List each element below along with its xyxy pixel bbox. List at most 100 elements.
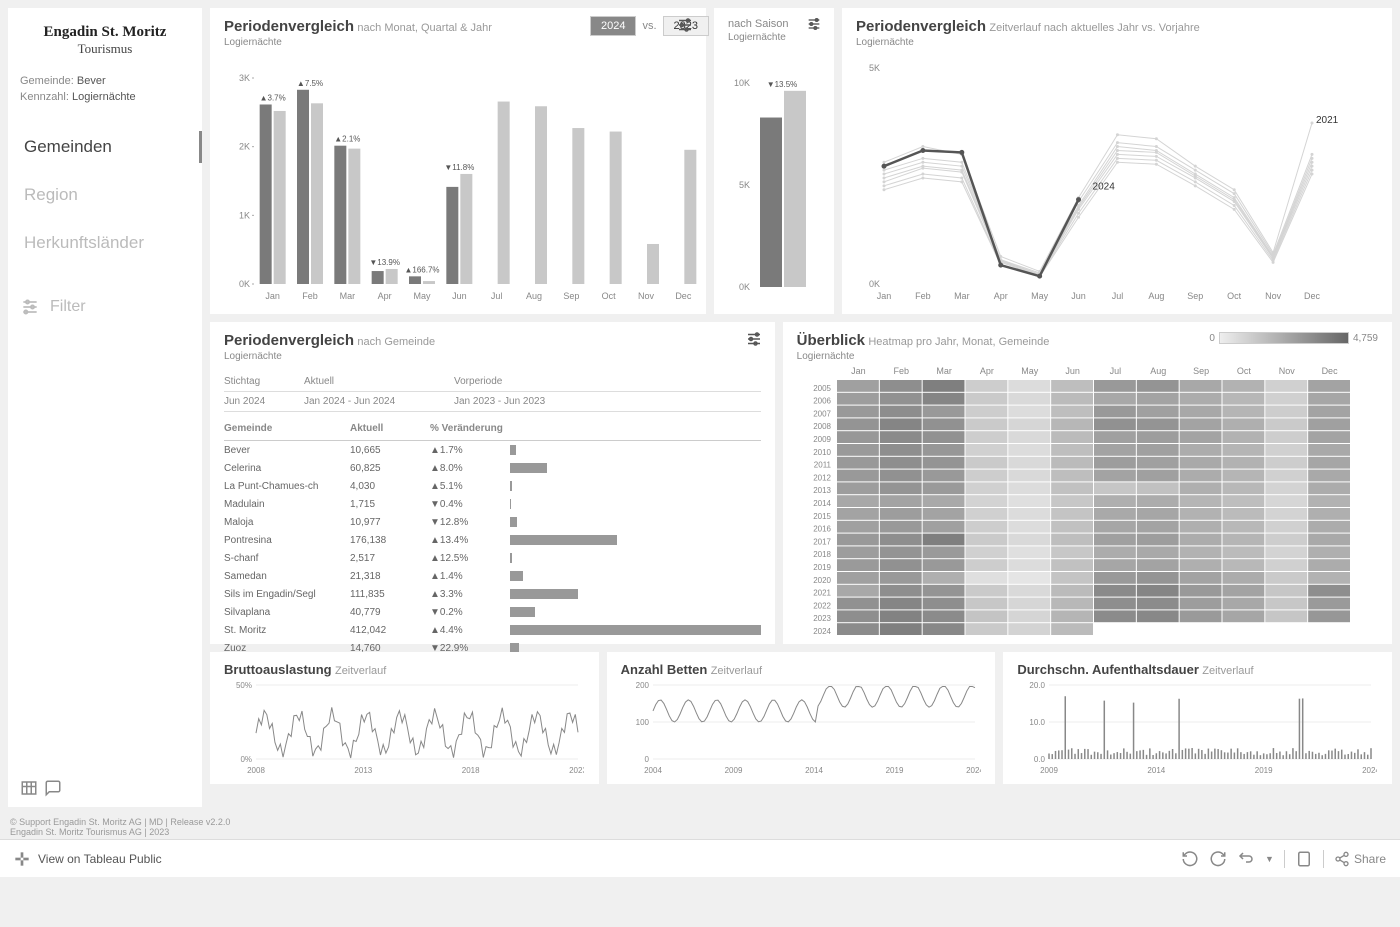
- svg-text:2010: 2010: [813, 448, 831, 457]
- table-row[interactable]: Samedan21,318▲1.4%: [224, 567, 761, 585]
- barchart-subtitle: nach Monat, Quartal & Jahr: [357, 22, 492, 34]
- dropdown-icon[interactable]: ▼: [1265, 854, 1274, 864]
- barchart[interactable]: 0K1K2K3KJan▲3.7%Feb▲7.5%Mar▲2.1%Apr▼13.9…: [224, 48, 702, 304]
- barchart-metric: Logiernächte: [224, 37, 692, 48]
- heatmap[interactable]: JanFebMarAprMayJunJulAugSepOctNovDec2005…: [797, 362, 1357, 640]
- svg-text:May: May: [1021, 366, 1039, 376]
- svg-text:Feb: Feb: [893, 366, 909, 376]
- saison-chart[interactable]: 0K5K10K▼13.5%: [728, 43, 828, 299]
- svg-text:2009: 2009: [813, 435, 831, 444]
- heatmap-legend: 0 4,759: [1209, 332, 1378, 344]
- table-row[interactable]: Pontresina176,138▲13.4%: [224, 531, 761, 549]
- table-row[interactable]: St. Moritz412,042▲4.4%: [224, 621, 761, 639]
- device-icon[interactable]: [1295, 850, 1313, 868]
- svg-text:▲2.1%: ▲2.1%: [334, 135, 360, 144]
- table-row[interactable]: Madulain1,715▼0.4%: [224, 495, 761, 513]
- svg-text:Feb: Feb: [302, 291, 318, 301]
- svg-text:Mar: Mar: [340, 291, 356, 301]
- svg-text:2024: 2024: [813, 627, 831, 636]
- filter-icon: [20, 297, 40, 317]
- svg-text:Apr: Apr: [980, 366, 994, 376]
- year-2024-button[interactable]: 2024: [590, 16, 636, 36]
- svg-text:0%: 0%: [240, 755, 252, 764]
- meta-gemeinde: Gemeinde: Bever: [20, 75, 190, 87]
- nav-gemeinden[interactable]: Gemeinden: [20, 123, 190, 171]
- svg-text:▼13.9%: ▼13.9%: [369, 258, 400, 267]
- comment-icon[interactable]: [44, 779, 62, 797]
- svg-text:May: May: [413, 291, 431, 301]
- svg-text:Dec: Dec: [675, 291, 692, 301]
- heatmap-metric: Logiernächte: [797, 351, 1378, 362]
- svg-text:3K: 3K: [239, 73, 250, 83]
- filter-button[interactable]: Filter: [20, 297, 190, 317]
- svg-text:Dec: Dec: [1321, 366, 1338, 376]
- settings-icon[interactable]: [745, 330, 763, 351]
- svg-text:2019: 2019: [1255, 766, 1273, 775]
- svg-text:2013: 2013: [813, 486, 831, 495]
- svg-text:Jun: Jun: [452, 291, 467, 301]
- lines-metric: Logiernächte: [856, 37, 1378, 48]
- table-row[interactable]: Maloja10,977▼12.8%: [224, 513, 761, 531]
- lines-chart[interactable]: 0K5KJanFebMarAprMayJunJulAugSepOctNovDec…: [856, 48, 1346, 304]
- svg-text:Jan: Jan: [265, 291, 280, 301]
- panel-betten: Anzahl Betten Zeitverlauf 01002002004200…: [607, 652, 996, 784]
- svg-text:Nov: Nov: [1265, 291, 1282, 301]
- svg-text:0: 0: [644, 755, 649, 764]
- svg-text:▲3.7%: ▲3.7%: [260, 93, 286, 102]
- table-row[interactable]: Bever10,665▲1.7%: [224, 441, 761, 459]
- redo-icon[interactable]: [1209, 850, 1227, 868]
- small-chart-2[interactable]: 010020020042009201420192024: [621, 677, 981, 777]
- settings-icon[interactable]: [806, 16, 822, 35]
- svg-text:2005: 2005: [813, 384, 831, 393]
- svg-text:0.0: 0.0: [1034, 755, 1046, 764]
- small-chart-1[interactable]: 0%50%2008201320182023: [224, 677, 584, 777]
- logo-title: Engadin St. Moritz: [20, 24, 190, 41]
- svg-text:2009: 2009: [724, 766, 742, 775]
- share-icon: [1334, 851, 1350, 867]
- table-row[interactable]: Sils im Engadin/Segl111,835▲3.3%: [224, 585, 761, 603]
- svg-text:Apr: Apr: [378, 291, 392, 301]
- share-button[interactable]: Share: [1334, 851, 1386, 867]
- svg-text:2004: 2004: [644, 766, 662, 775]
- small-chart-3[interactable]: 0.010.020.02009201420192024: [1017, 677, 1377, 777]
- svg-text:Jul: Jul: [1109, 366, 1121, 376]
- svg-text:Aug: Aug: [1150, 366, 1166, 376]
- gemeinde-title: Periodenvergleich: [224, 332, 354, 349]
- nav: Gemeinden Region Herkunftsländer: [20, 123, 190, 267]
- undo-icon[interactable]: [1181, 850, 1199, 868]
- panel-heatmap: Überblick Heatmap pro Jahr, Monat, Gemei…: [783, 322, 1392, 644]
- svg-text:Jan: Jan: [877, 291, 892, 301]
- panel-periodenvergleich-monat: Periodenvergleich nach Monat, Quartal & …: [210, 8, 706, 314]
- nav-region[interactable]: Region: [20, 171, 190, 219]
- table-row[interactable]: Silvaplana40,779▼0.2%: [224, 603, 761, 621]
- panel-aufenthaltsdauer: Durchschn. Aufenthaltsdauer Zeitverlauf …: [1003, 652, 1392, 784]
- svg-text:0K: 0K: [869, 279, 880, 289]
- tableau-public-link[interactable]: View on Tableau Public: [14, 851, 162, 867]
- reset-icon[interactable]: [1237, 850, 1255, 868]
- svg-text:Nov: Nov: [638, 291, 655, 301]
- nav-herkunftslaender[interactable]: Herkunftsländer: [20, 219, 190, 267]
- svg-text:Jan: Jan: [851, 366, 866, 376]
- table-row[interactable]: Celerina60,825▲8.0%: [224, 459, 761, 477]
- svg-text:2024: 2024: [1093, 182, 1116, 193]
- gemeinde-subtitle: nach Gemeinde: [357, 336, 435, 348]
- table-icon[interactable]: [20, 779, 38, 797]
- lines-subtitle: Zeitverlauf nach aktuelles Jahr vs. Vorj…: [989, 22, 1199, 34]
- svg-text:2020: 2020: [813, 576, 831, 585]
- svg-text:10K: 10K: [734, 78, 750, 88]
- svg-text:Mar: Mar: [954, 291, 970, 301]
- svg-text:2011: 2011: [813, 461, 831, 470]
- svg-text:Feb: Feb: [915, 291, 931, 301]
- svg-text:2019: 2019: [813, 563, 831, 572]
- svg-text:Jul: Jul: [1112, 291, 1124, 301]
- logo-subtitle: Tourismus: [20, 41, 190, 57]
- panel-bruttoauslastung: Bruttoauslastung Zeitverlauf 0%50%200820…: [210, 652, 599, 784]
- table-row[interactable]: S-chanf2,517▲12.5%: [224, 549, 761, 567]
- gemeinde-table[interactable]: Bever10,665▲1.7%Celerina60,825▲8.0%La Pu…: [224, 441, 761, 657]
- svg-text:Oct: Oct: [1227, 291, 1242, 301]
- settings-icon[interactable]: [676, 16, 694, 37]
- svg-text:2008: 2008: [813, 422, 831, 431]
- table-row[interactable]: La Punt-Chamues-ch4,030▲5.1%: [224, 477, 761, 495]
- svg-text:Jun: Jun: [1065, 366, 1080, 376]
- svg-text:2017: 2017: [813, 537, 831, 546]
